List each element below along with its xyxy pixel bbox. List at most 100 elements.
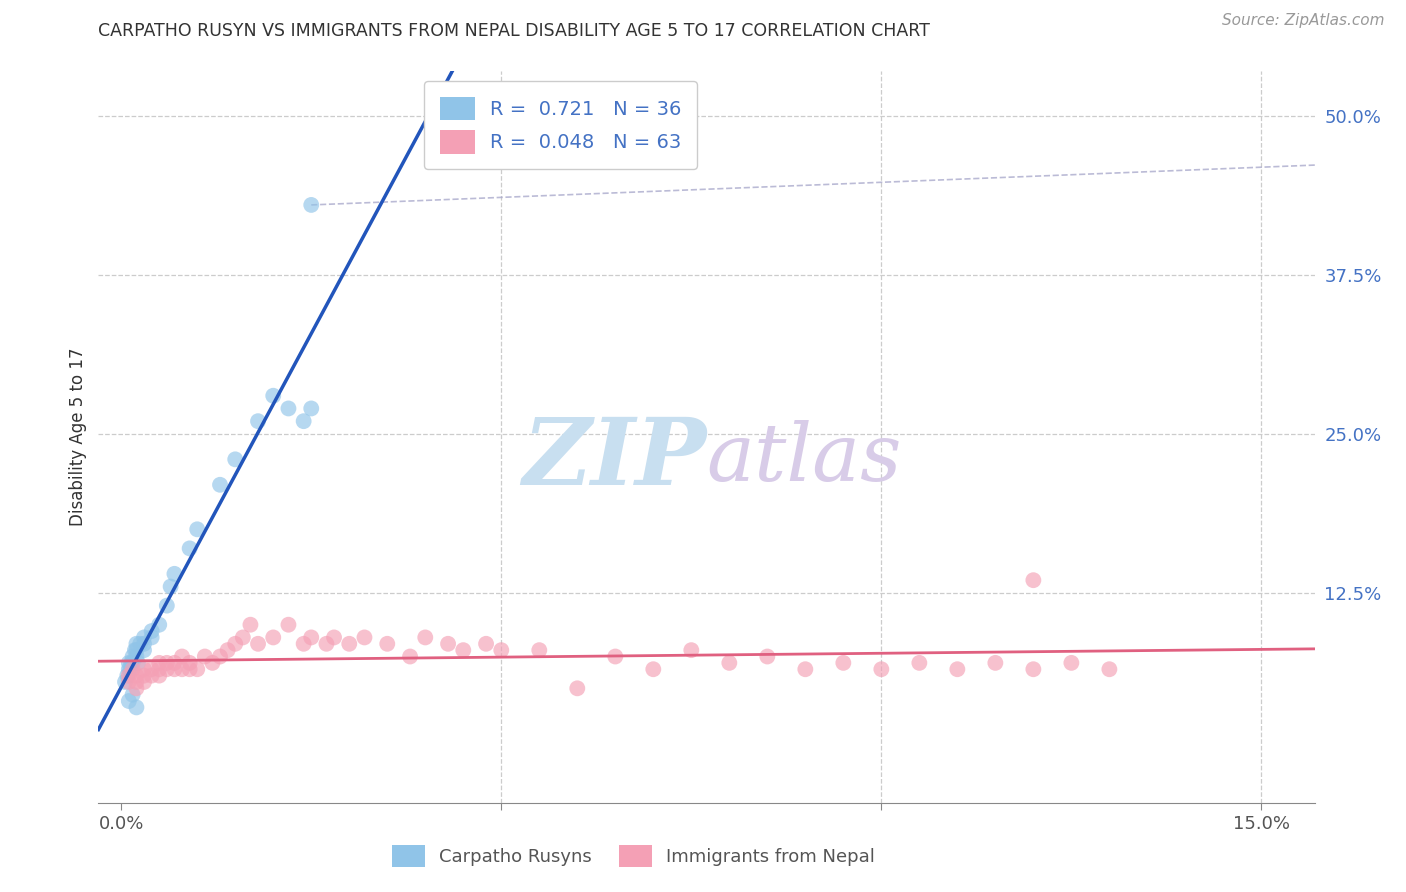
Point	[277, 401, 299, 416]
Point	[179, 662, 201, 676]
Point	[148, 662, 170, 676]
Point	[118, 662, 141, 676]
Point	[756, 649, 779, 664]
Point	[125, 681, 148, 696]
Point	[194, 649, 217, 664]
Point	[277, 617, 299, 632]
Point	[132, 662, 155, 676]
Point	[132, 631, 155, 645]
Point	[156, 599, 179, 613]
Text: ZIP: ZIP	[522, 414, 707, 504]
Point	[681, 643, 703, 657]
Point	[605, 649, 627, 664]
Point	[125, 637, 148, 651]
Point	[120, 656, 142, 670]
Point	[832, 656, 855, 670]
Point	[299, 198, 322, 212]
Point	[148, 668, 170, 682]
Point	[908, 656, 931, 670]
Point	[156, 656, 179, 670]
Point	[121, 656, 143, 670]
Point	[114, 675, 136, 690]
Point	[170, 649, 193, 664]
Point	[141, 668, 163, 682]
Point	[118, 656, 141, 670]
Point	[201, 656, 224, 670]
Point	[120, 662, 142, 676]
Point	[117, 668, 139, 682]
Point	[163, 662, 186, 676]
Point	[292, 414, 315, 428]
Point	[170, 662, 193, 676]
Point	[247, 414, 270, 428]
Point	[132, 675, 155, 690]
Point	[323, 631, 346, 645]
Point	[124, 643, 146, 657]
Point	[337, 637, 360, 651]
Point	[156, 662, 179, 676]
Point	[209, 649, 232, 664]
Point	[121, 649, 143, 664]
Point	[232, 631, 254, 645]
Point	[217, 643, 239, 657]
Point	[163, 656, 186, 670]
Point	[224, 637, 246, 651]
Point	[1060, 656, 1083, 670]
Point	[163, 566, 186, 581]
Point	[399, 649, 422, 664]
Point	[186, 522, 208, 536]
Point	[491, 643, 513, 657]
Point	[125, 643, 148, 657]
Point	[1022, 662, 1045, 676]
Text: Source: ZipAtlas.com: Source: ZipAtlas.com	[1222, 13, 1385, 29]
Point	[132, 637, 155, 651]
Point	[148, 617, 170, 632]
Point	[118, 675, 141, 690]
Point	[141, 662, 163, 676]
Point	[209, 477, 232, 491]
Point	[946, 662, 969, 676]
Point	[121, 662, 143, 676]
Point	[141, 631, 163, 645]
Point	[125, 668, 148, 682]
Point	[121, 688, 143, 702]
Point	[132, 668, 155, 682]
Point	[984, 656, 1007, 670]
Point	[159, 580, 181, 594]
Point	[453, 643, 475, 657]
Point	[567, 681, 589, 696]
Point	[132, 643, 155, 657]
Text: CARPATHO RUSYN VS IMMIGRANTS FROM NEPAL DISABILITY AGE 5 TO 17 CORRELATION CHART: CARPATHO RUSYN VS IMMIGRANTS FROM NEPAL …	[98, 22, 931, 40]
Point	[186, 662, 208, 676]
Point	[437, 637, 460, 651]
Point	[643, 662, 665, 676]
Point	[292, 637, 315, 651]
Point	[224, 452, 246, 467]
Point	[179, 541, 201, 556]
Point	[1022, 573, 1045, 587]
Point	[794, 662, 817, 676]
Legend: Carpatho Rusyns, Immigrants from Nepal: Carpatho Rusyns, Immigrants from Nepal	[385, 838, 882, 874]
Point	[718, 656, 741, 670]
Text: atlas: atlas	[707, 420, 901, 498]
Point	[127, 656, 149, 670]
Point	[475, 637, 498, 651]
Point	[375, 637, 398, 651]
Point	[148, 656, 170, 670]
Point	[262, 631, 284, 645]
Point	[299, 631, 322, 645]
Point	[125, 700, 148, 714]
Y-axis label: Disability Age 5 to 17: Disability Age 5 to 17	[69, 348, 87, 526]
Point	[870, 662, 893, 676]
Point	[125, 649, 148, 664]
Point	[1098, 662, 1121, 676]
Point	[118, 668, 141, 682]
Point	[247, 637, 270, 651]
Point	[315, 637, 337, 651]
Point	[299, 401, 322, 416]
Point	[262, 389, 284, 403]
Point	[413, 631, 436, 645]
Point	[179, 656, 201, 670]
Point	[239, 617, 262, 632]
Point	[125, 675, 148, 690]
